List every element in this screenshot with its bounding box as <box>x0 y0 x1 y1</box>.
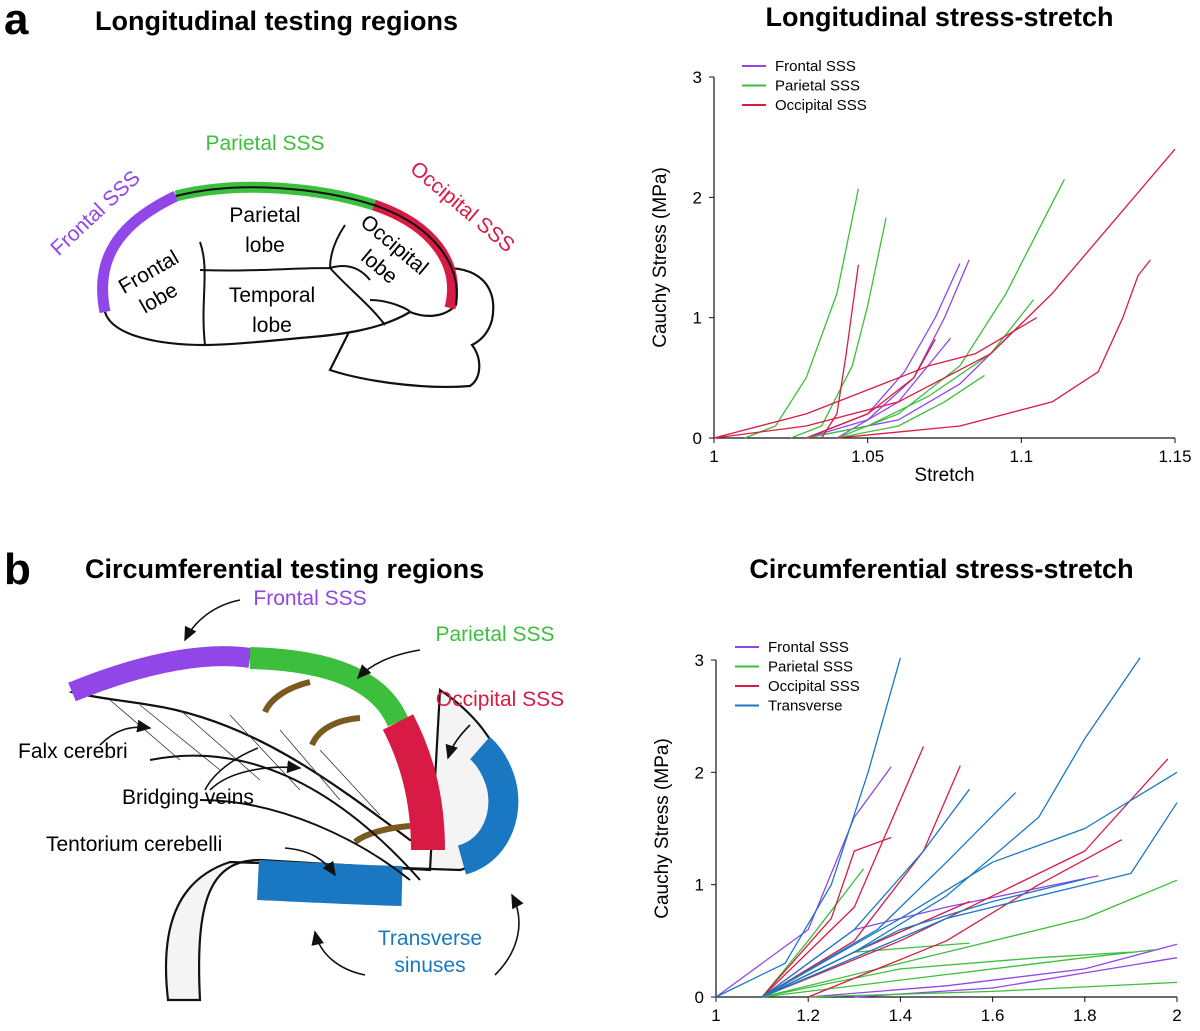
label: sinuses <box>394 954 465 977</box>
curve <box>836 337 952 439</box>
curve <box>821 264 860 439</box>
y-tick-label: 1 <box>693 309 702 328</box>
curve <box>761 879 1178 998</box>
label: lobe <box>245 234 285 257</box>
y-tick-label: 2 <box>693 188 702 207</box>
legend-label: Transverse <box>768 698 842 715</box>
x-tick-label: 1.15 <box>1158 447 1191 466</box>
curve <box>761 868 865 998</box>
label: lobe <box>252 314 292 337</box>
x-tick-label: 1 <box>709 447 718 466</box>
label: Falx cerebri <box>18 740 128 763</box>
x-tick-label: 1 <box>711 1006 720 1025</box>
curve <box>761 792 1017 998</box>
sinus-diagram <box>68 599 524 1002</box>
x-tick-label: 1.05 <box>851 447 884 466</box>
curve <box>761 758 1169 998</box>
legend-label: Frontal SSS <box>775 58 856 75</box>
brain-diagram <box>97 181 495 388</box>
x-tick-label: 1.8 <box>1073 1006 1097 1025</box>
curve <box>761 788 971 998</box>
curve <box>808 981 1178 998</box>
y-tick-label: 1 <box>695 876 704 895</box>
curve <box>805 338 936 439</box>
label: Parietal <box>229 204 300 227</box>
y-tick-label: 3 <box>695 651 704 670</box>
curve <box>761 836 892 998</box>
panel-title: Circumferential testing regions <box>85 554 484 584</box>
panel-letter: a <box>4 0 29 44</box>
y-tick-label: 3 <box>693 68 702 87</box>
legend-label: Parietal SSS <box>775 78 860 95</box>
y-axis-label: Cauchy Stress (MPa) <box>650 167 671 348</box>
chart-title: Circumferential stress-stretch <box>749 554 1133 584</box>
panel-letter: b <box>4 545 31 594</box>
curve <box>790 217 887 439</box>
curve <box>761 771 1178 998</box>
curve <box>713 317 1038 439</box>
curve <box>762 949 1155 998</box>
label: Tentorium cerebelli <box>46 833 222 856</box>
curve <box>761 878 1085 998</box>
x-tick-label: 1.2 <box>796 1006 820 1025</box>
label: Parietal SSS <box>435 623 554 646</box>
legend-label: Occipital SSS <box>768 678 860 695</box>
curve <box>761 951 1131 998</box>
curve <box>806 259 970 439</box>
curve <box>715 657 902 998</box>
y-tick-label: 2 <box>695 763 704 782</box>
curve <box>715 766 892 998</box>
curve <box>761 746 925 998</box>
x-tick-label: 1.1 <box>1010 447 1034 466</box>
y-tick-label: 0 <box>693 429 702 448</box>
curve <box>836 259 1151 439</box>
y-axis-label: Cauchy Stress (MPa) <box>652 738 673 919</box>
legend-label: Parietal SSS <box>768 659 853 676</box>
x-tick-label: 2 <box>1172 1006 1181 1025</box>
curve <box>807 839 1123 998</box>
curve <box>744 188 860 439</box>
legend-label: Frontal SSS <box>768 639 849 656</box>
chart-title: Longitudinal stress-stretch <box>765 2 1113 32</box>
x-axis-label: Stretch <box>914 465 974 486</box>
curve <box>808 943 1178 998</box>
curve <box>836 179 1065 439</box>
label: Bridging veins <box>122 786 254 809</box>
panel-title: Longitudinal testing regions <box>95 6 458 36</box>
legend-label: Occipital SSS <box>775 97 867 114</box>
curve <box>836 374 985 439</box>
label: Transverse <box>378 927 482 950</box>
label: Occipital SSS <box>436 688 564 711</box>
label: Temporal <box>229 284 315 307</box>
curve <box>761 802 1178 998</box>
y-tick-label: 0 <box>695 988 704 1007</box>
x-tick-label: 1.4 <box>889 1006 913 1025</box>
label: Frontal SSS <box>253 587 366 610</box>
label: Parietal SSS <box>205 132 324 155</box>
curve <box>806 323 1022 439</box>
x-tick-label: 1.6 <box>981 1006 1005 1025</box>
curve <box>713 148 1176 439</box>
curve <box>761 765 961 998</box>
